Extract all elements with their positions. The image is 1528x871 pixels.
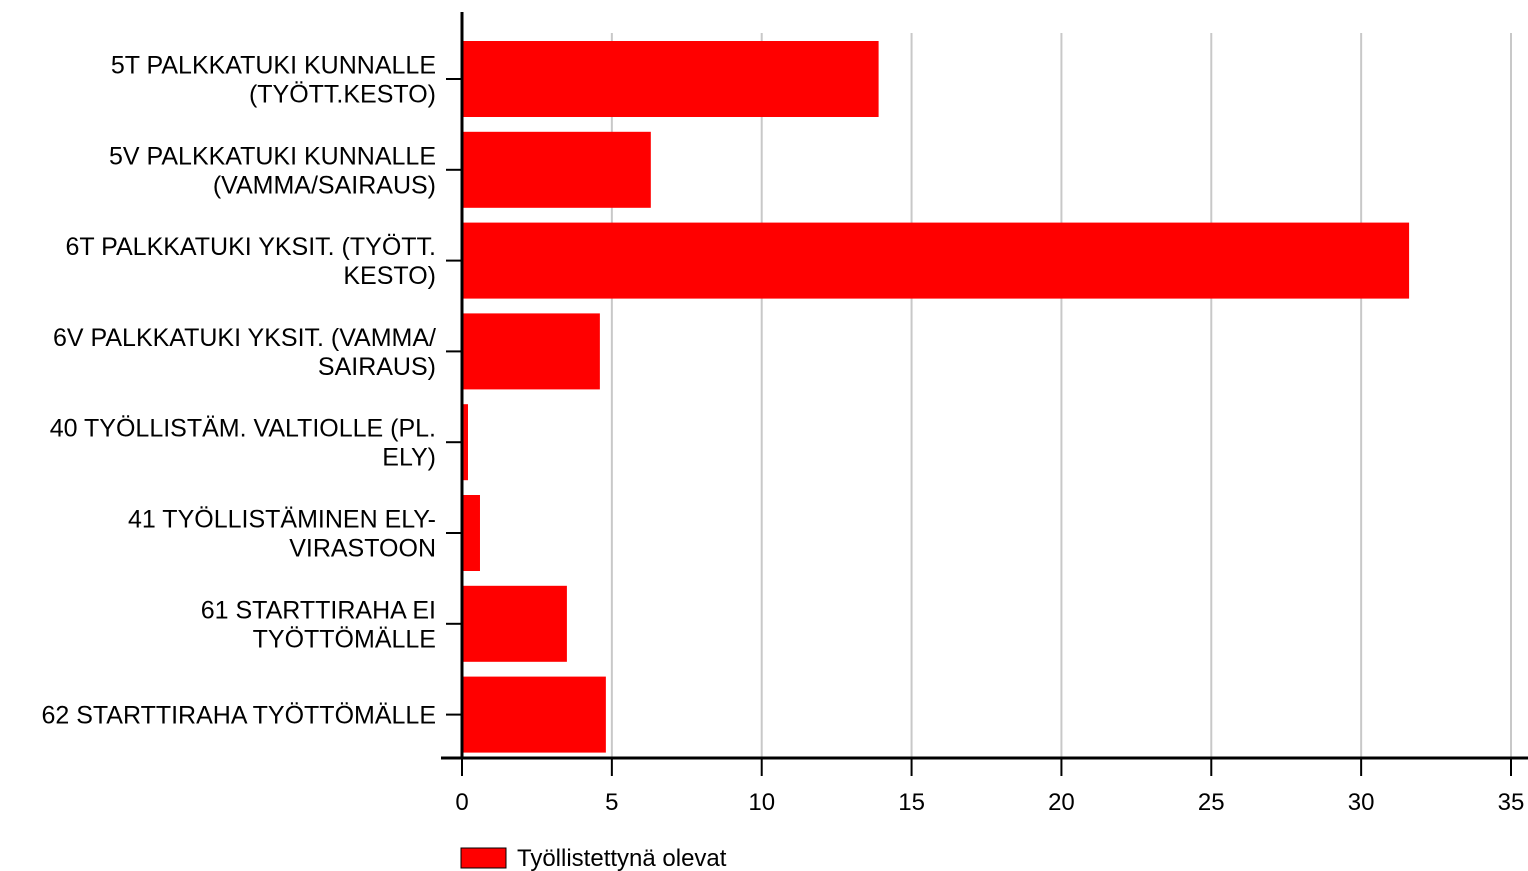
x-tick-label: 5 [605, 789, 618, 816]
category-label: KESTO) [343, 262, 436, 290]
legend-swatch [461, 848, 506, 868]
bar [463, 495, 480, 571]
x-tick-label: 25 [1198, 789, 1225, 816]
bar [463, 223, 1409, 299]
x-tick-label: 30 [1348, 789, 1375, 816]
category-labels: 5T PALKKATUKI KUNNALLE(TYÖTT.KESTO) 5V PA… [41, 52, 436, 730]
x-tick-label: 35 [1498, 789, 1525, 816]
axes [441, 12, 1528, 776]
category-label: 6V PALKKATUKI YKSIT. (VAMMA/ [53, 324, 436, 352]
bar [463, 586, 567, 662]
category-label: TYÖTTÖMÄLLE [253, 625, 436, 653]
category-label: 62 STARTTIRAHA TYÖTTÖMÄLLE [41, 702, 436, 730]
bars [463, 41, 1409, 753]
bar [463, 677, 606, 753]
bar [463, 313, 600, 389]
legend-label: Työllistettynä olevat [517, 845, 727, 871]
bar [463, 41, 879, 117]
category-label: 5T PALKKATUKI KUNNALLE [111, 52, 436, 80]
category-label: SAIRAUS) [318, 353, 436, 381]
x-tick-label: 15 [898, 789, 925, 816]
category-label: 61 STARTTIRAHA EI [201, 596, 436, 624]
category-label: (TYÖTT.KESTO) [249, 81, 436, 109]
category-label: 6T PALKKATUKI YKSIT. (TYÖTT. [66, 233, 436, 261]
category-label: (VAMMA/SAIRAUS) [213, 171, 436, 199]
category-label: ELY) [382, 444, 436, 472]
bar [463, 404, 468, 480]
gridlines [612, 33, 1511, 758]
bar [463, 132, 651, 208]
category-label: VIRASTOON [289, 535, 436, 563]
category-label: 40 TYÖLLISTÄM. VALTIOLLE (PL. [50, 415, 436, 443]
x-tick-label: 20 [1048, 789, 1075, 816]
x-tick-label: 0 [455, 789, 468, 816]
category-label: 41 TYÖLLISTÄMINEN ELY- [128, 506, 436, 534]
category-label: 5V PALKKATUKI KUNNALLE [109, 142, 436, 170]
x-tick-labels: 0 5 10 15 20 25 30 35 [455, 789, 1524, 816]
legend: Työllistettynä olevat [461, 845, 727, 871]
x-tick-label: 10 [748, 789, 775, 816]
